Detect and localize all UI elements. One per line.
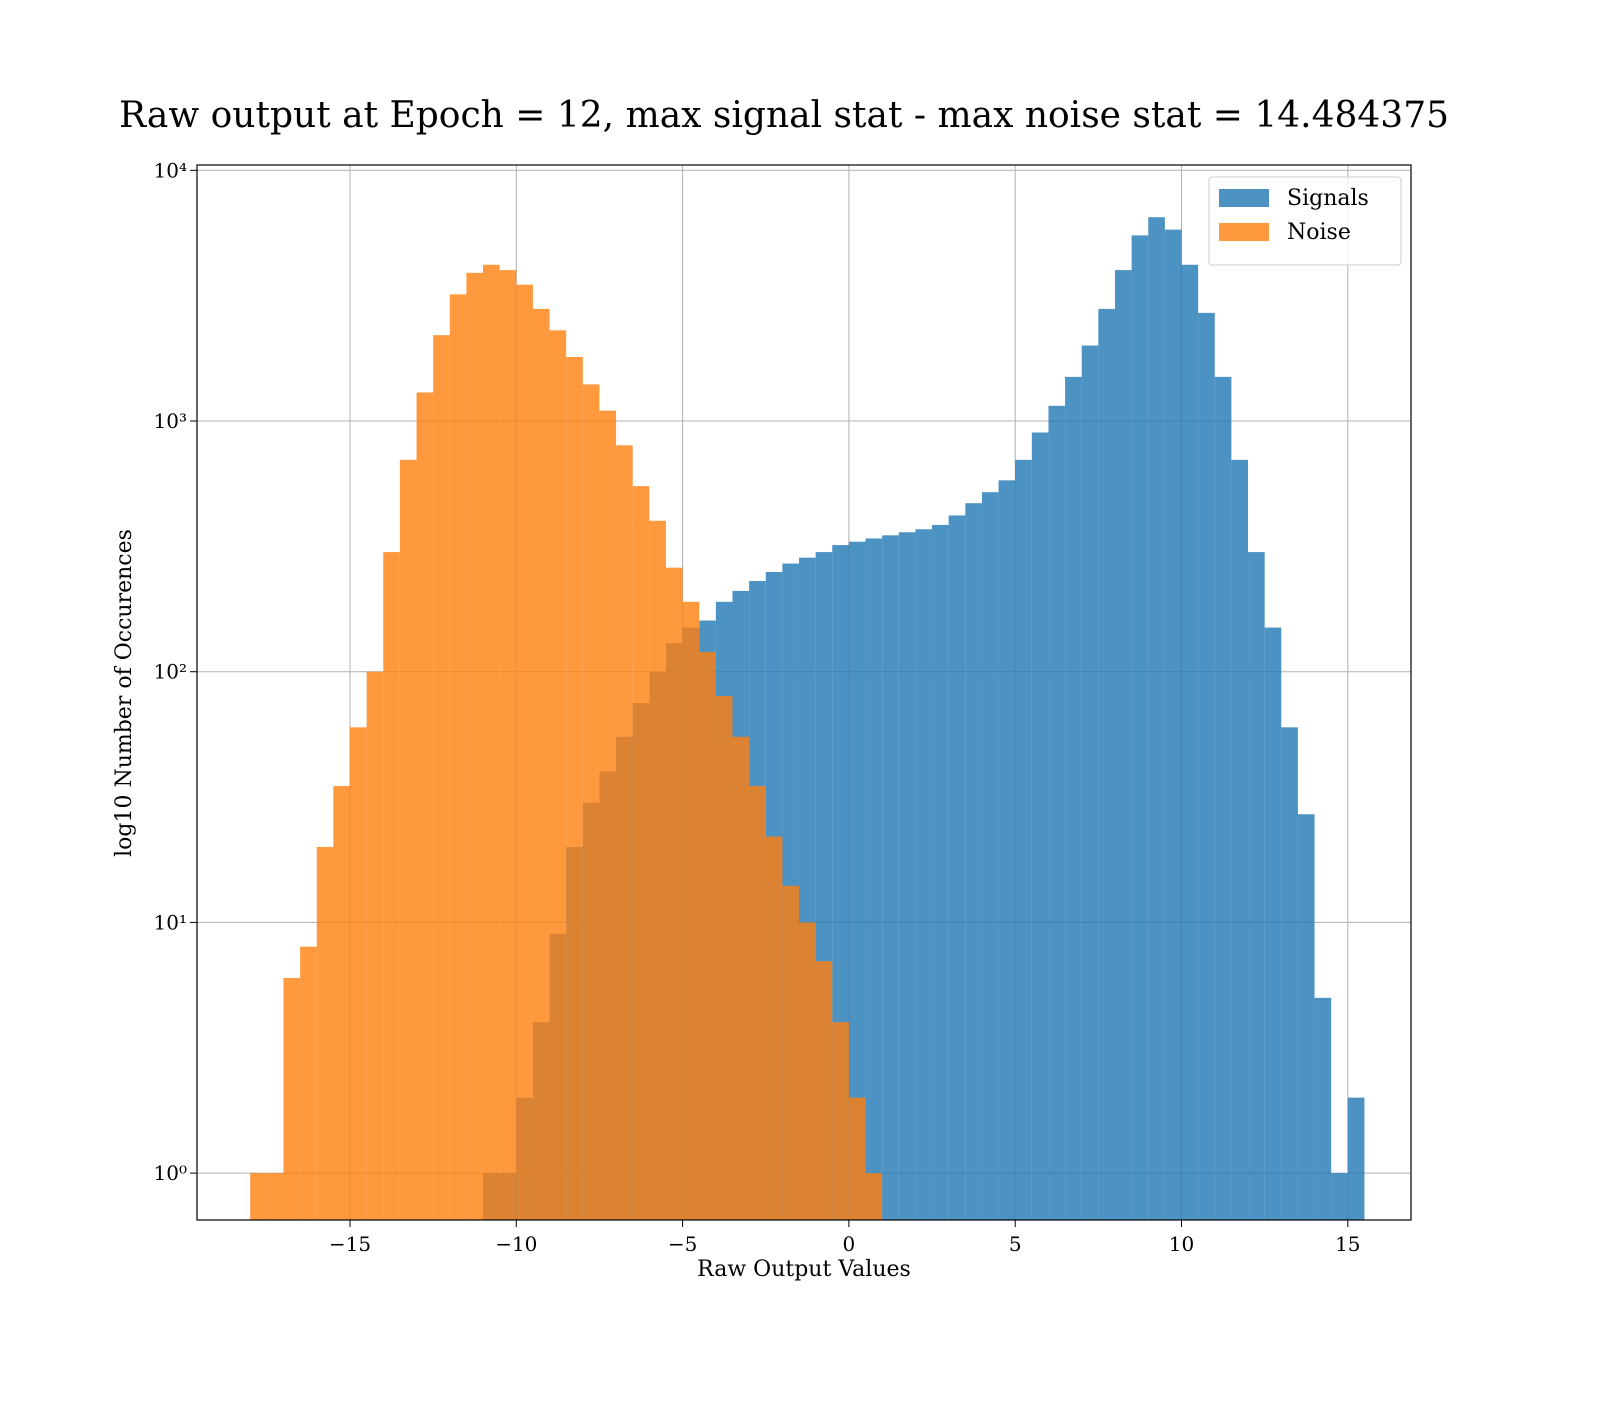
bars bbox=[250, 217, 1365, 1220]
bar bbox=[582, 384, 600, 1220]
bar bbox=[416, 392, 434, 1220]
bar bbox=[516, 284, 533, 1220]
legend-label: Noise bbox=[1287, 220, 1351, 245]
bar bbox=[383, 552, 400, 1220]
y-axis-label: log10 Number of Occurences bbox=[112, 529, 137, 857]
bar bbox=[1164, 229, 1182, 1220]
bar bbox=[549, 330, 567, 1220]
bar bbox=[366, 671, 384, 1220]
y-tick-label: 10⁴ bbox=[154, 158, 187, 182]
bar bbox=[1347, 1097, 1365, 1220]
bar bbox=[316, 846, 334, 1220]
bar bbox=[300, 946, 317, 1220]
bar bbox=[1264, 627, 1282, 1220]
bar bbox=[1214, 376, 1232, 1220]
bar bbox=[1048, 405, 1066, 1220]
ticks: −15 −10 −5 0 5 10 15 10⁰ 10¹ 10² 10³ 10⁴ bbox=[154, 158, 1361, 1256]
bar bbox=[616, 445, 633, 1220]
bar bbox=[1081, 345, 1099, 1220]
bar bbox=[349, 727, 367, 1220]
bar bbox=[765, 836, 783, 1220]
bar bbox=[865, 538, 883, 1220]
bar bbox=[715, 696, 733, 1220]
y-tick-label: 10² bbox=[154, 660, 187, 684]
y-tick-label: 10¹ bbox=[154, 910, 187, 934]
bar bbox=[732, 736, 750, 1220]
bar bbox=[599, 410, 617, 1220]
axes-frame bbox=[196, 164, 1412, 1221]
bar bbox=[466, 272, 484, 1220]
bar bbox=[932, 524, 949, 1220]
x-tick-label: 10 bbox=[1169, 1232, 1194, 1256]
x-tick-label: 15 bbox=[1335, 1232, 1360, 1256]
bar bbox=[250, 1173, 267, 1220]
bar bbox=[1314, 997, 1332, 1220]
bar bbox=[266, 1173, 284, 1220]
bar bbox=[1148, 217, 1165, 1220]
bar bbox=[815, 961, 833, 1220]
bar bbox=[1331, 1173, 1348, 1220]
bar bbox=[848, 541, 866, 1220]
bar bbox=[1065, 376, 1082, 1220]
chart-title: Raw output at Epoch = 12, max signal sta… bbox=[119, 95, 1449, 136]
bar bbox=[449, 294, 467, 1220]
x-tick-label: −5 bbox=[668, 1232, 697, 1256]
bar bbox=[782, 885, 800, 1220]
bar bbox=[1015, 459, 1032, 1220]
x-tick-label: 0 bbox=[843, 1232, 856, 1256]
bar bbox=[699, 651, 716, 1220]
bar bbox=[632, 486, 650, 1220]
x-axis-label: Raw Output Values bbox=[697, 1257, 911, 1282]
bar bbox=[1231, 459, 1249, 1220]
bar bbox=[865, 1173, 883, 1220]
bar bbox=[433, 335, 450, 1220]
bar bbox=[665, 567, 683, 1220]
legend: Signals Noise bbox=[1208, 176, 1402, 266]
bar bbox=[1031, 432, 1049, 1220]
bar bbox=[832, 1022, 849, 1220]
bar bbox=[882, 535, 899, 1220]
legend-swatch bbox=[1219, 223, 1269, 241]
bar bbox=[566, 357, 583, 1220]
bar bbox=[965, 503, 982, 1220]
x-tick-label: −10 bbox=[495, 1232, 537, 1256]
bar bbox=[998, 480, 1016, 1220]
bar bbox=[283, 978, 301, 1220]
x-tick-label: 5 bbox=[1009, 1232, 1022, 1256]
bar bbox=[499, 270, 517, 1220]
bar bbox=[1181, 264, 1199, 1220]
bar bbox=[898, 532, 916, 1220]
bar bbox=[649, 520, 666, 1220]
y-tick-label: 10³ bbox=[154, 409, 187, 433]
legend-swatch bbox=[1219, 189, 1269, 207]
bar bbox=[848, 1097, 866, 1220]
x-tick-label: −15 bbox=[329, 1232, 371, 1256]
bar bbox=[682, 601, 700, 1220]
bar bbox=[1131, 235, 1149, 1220]
bar bbox=[1297, 814, 1315, 1220]
bar bbox=[532, 308, 550, 1220]
bar bbox=[1281, 727, 1298, 1220]
bar bbox=[749, 786, 766, 1220]
bar bbox=[399, 459, 417, 1220]
bar bbox=[1198, 312, 1215, 1220]
bar bbox=[948, 515, 966, 1220]
bar bbox=[915, 529, 933, 1220]
bar bbox=[1114, 270, 1132, 1220]
bar bbox=[1248, 552, 1265, 1220]
y-tick-label: 10⁰ bbox=[154, 1161, 187, 1185]
legend-label: Signals bbox=[1287, 186, 1369, 211]
bar bbox=[981, 492, 999, 1220]
bar bbox=[483, 264, 500, 1220]
bar bbox=[799, 922, 816, 1220]
bar bbox=[333, 786, 350, 1220]
bar bbox=[1098, 308, 1115, 1220]
